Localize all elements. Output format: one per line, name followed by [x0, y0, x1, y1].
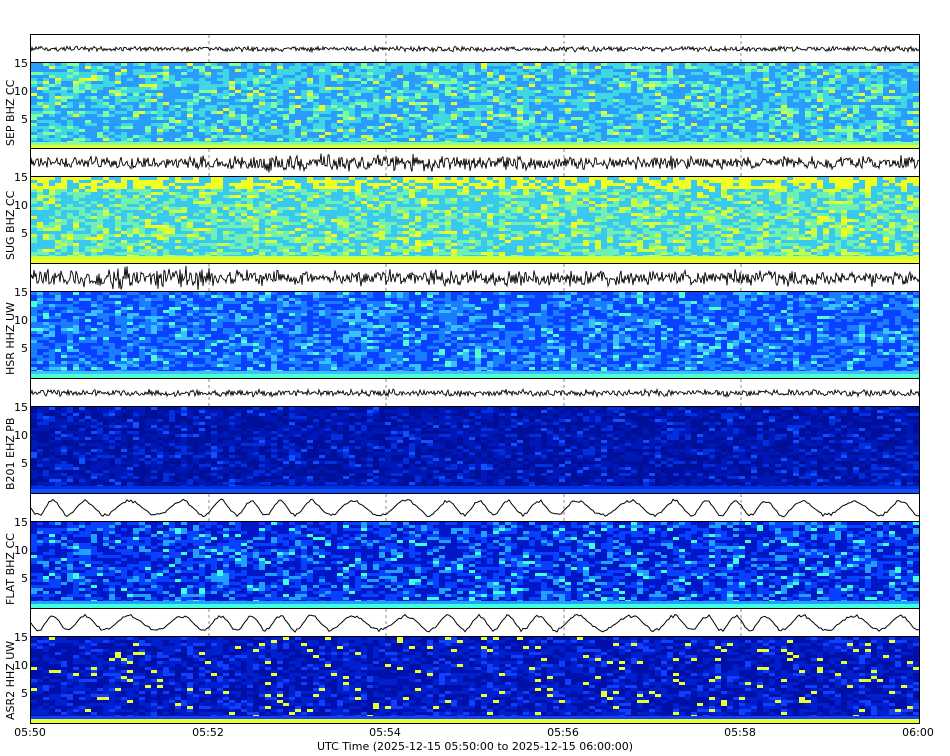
y-tick-label: 10 — [6, 429, 28, 442]
x-tick-label: 05:50 — [14, 726, 46, 739]
x-axis-label: UTC Time (2025-12-15 05:50:00 to 2025-12… — [0, 740, 950, 753]
x-tick-label: 05:54 — [369, 726, 401, 739]
station-panel — [30, 493, 920, 609]
y-tick-label: 10 — [6, 199, 28, 212]
station-panel — [30, 148, 920, 264]
y-tick-label: 5 — [6, 227, 28, 240]
station-panel — [30, 378, 920, 494]
y-tick-label: 15 — [6, 171, 28, 184]
station-panel — [30, 34, 920, 150]
y-tick-label: 10 — [6, 544, 28, 557]
waveform-trace — [30, 148, 920, 178]
spectrogram — [30, 291, 920, 379]
spectrogram — [30, 521, 920, 609]
waveform-trace — [30, 493, 920, 523]
y-tick-label: 10 — [6, 659, 28, 672]
y-tick-label: 10 — [6, 85, 28, 98]
y-tick-label: 15 — [6, 286, 28, 299]
station-panel — [30, 263, 920, 379]
station-label: ASR2 HHZ UW — [4, 641, 17, 720]
y-tick-label: 15 — [6, 516, 28, 529]
waveform-trace — [30, 608, 920, 638]
x-tick-label: 05:58 — [724, 726, 756, 739]
spectrogram — [30, 636, 920, 724]
y-tick-label: 15 — [6, 57, 28, 70]
station-panel — [30, 608, 920, 724]
x-tick-label: 06:00 — [902, 726, 934, 739]
y-tick-label: 5 — [6, 572, 28, 585]
spectrogram — [30, 176, 920, 264]
y-tick-label: 5 — [6, 342, 28, 355]
x-tick-label: 05:52 — [192, 726, 224, 739]
y-tick-label: 10 — [6, 314, 28, 327]
x-tick-label: 05:56 — [547, 726, 579, 739]
waveform-trace — [30, 263, 920, 293]
y-tick-label: 5 — [6, 113, 28, 126]
spectrogram — [30, 406, 920, 494]
waveform-trace — [30, 378, 920, 408]
y-tick-label: 15 — [6, 631, 28, 644]
y-tick-label: 15 — [6, 401, 28, 414]
waveform-trace — [30, 34, 920, 64]
spectrogram — [30, 62, 920, 150]
y-tick-label: 5 — [6, 687, 28, 700]
y-tick-label: 5 — [6, 457, 28, 470]
